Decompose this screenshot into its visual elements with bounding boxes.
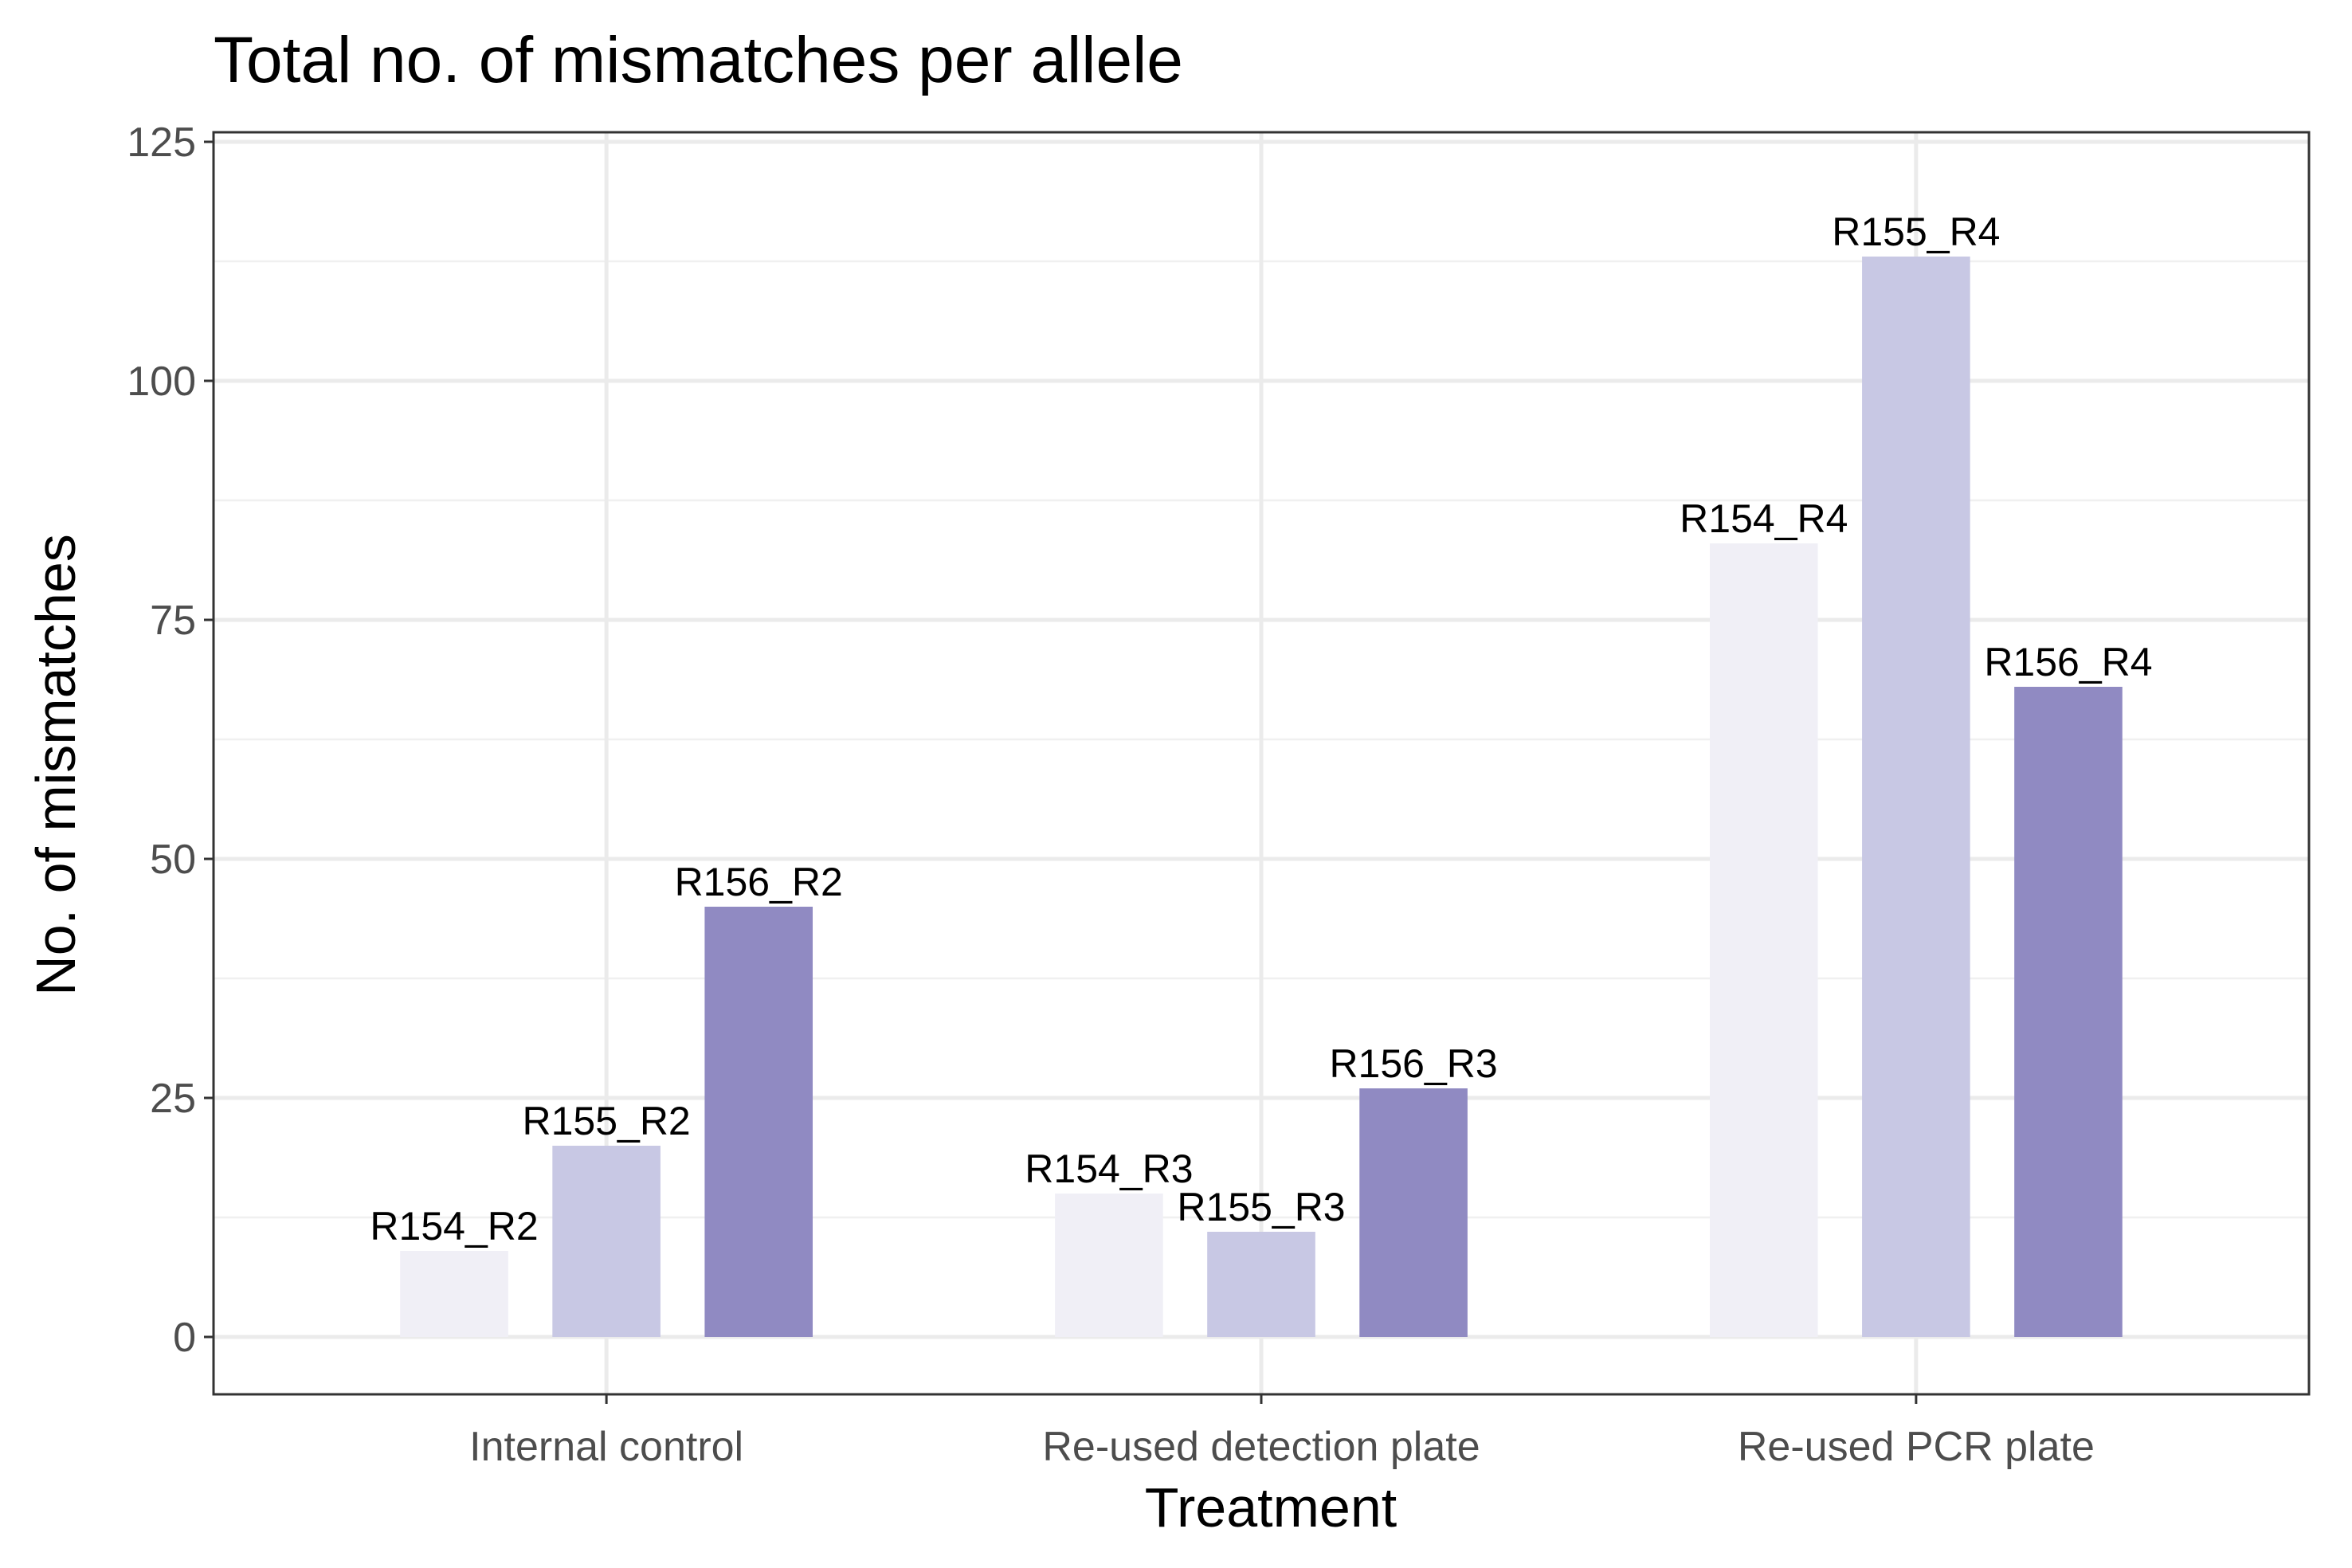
bar-label: R155_R2	[522, 1099, 690, 1143]
bar	[2014, 687, 2123, 1337]
y-tick-label: 50	[150, 837, 196, 883]
bar-label: R155_R3	[1177, 1185, 1345, 1229]
bar	[1207, 1232, 1315, 1337]
bar	[1359, 1088, 1468, 1337]
y-tick-label: 125	[127, 120, 196, 166]
x-tick-label: Re-used detection plate	[1042, 1424, 1480, 1470]
bar	[1709, 543, 1818, 1337]
x-tick-label: Internal control	[469, 1424, 743, 1470]
y-tick-label: 0	[173, 1315, 196, 1361]
bar-label: R154_R4	[1680, 496, 1848, 541]
bar-label: R154_R3	[1025, 1147, 1193, 1191]
chart-title: Total no. of mismatches per allele	[214, 24, 1183, 96]
x-tick-label: Re-used PCR plate	[1738, 1424, 2095, 1470]
x-axis-title: Treatment	[1145, 1476, 1397, 1539]
bar	[552, 1146, 661, 1337]
bar-label: R155_R4	[1832, 210, 2000, 254]
y-tick-label: 100	[127, 359, 196, 405]
bar-label: R154_R2	[370, 1204, 538, 1249]
y-tick-label: 25	[150, 1076, 196, 1122]
y-axis-title: No. of mismatches	[25, 534, 87, 996]
bar	[1862, 257, 1970, 1337]
bar-labels: R154_R2 R154_R3 R154_R4 R155_R2 R155_R3 R155_…	[370, 210, 2152, 1249]
bar-label: R156_R3	[1329, 1041, 1497, 1086]
bar-label: R156_R4	[1984, 640, 2152, 684]
y-tick-label: 75	[150, 598, 196, 644]
bar-label: R156_R2	[675, 860, 843, 904]
bar	[1055, 1194, 1163, 1337]
bar	[704, 907, 813, 1337]
bar	[400, 1251, 508, 1337]
axes: 0 25 50 75 100 125 Internal control Re-used det…	[127, 120, 2095, 1470]
bars	[400, 257, 2123, 1337]
